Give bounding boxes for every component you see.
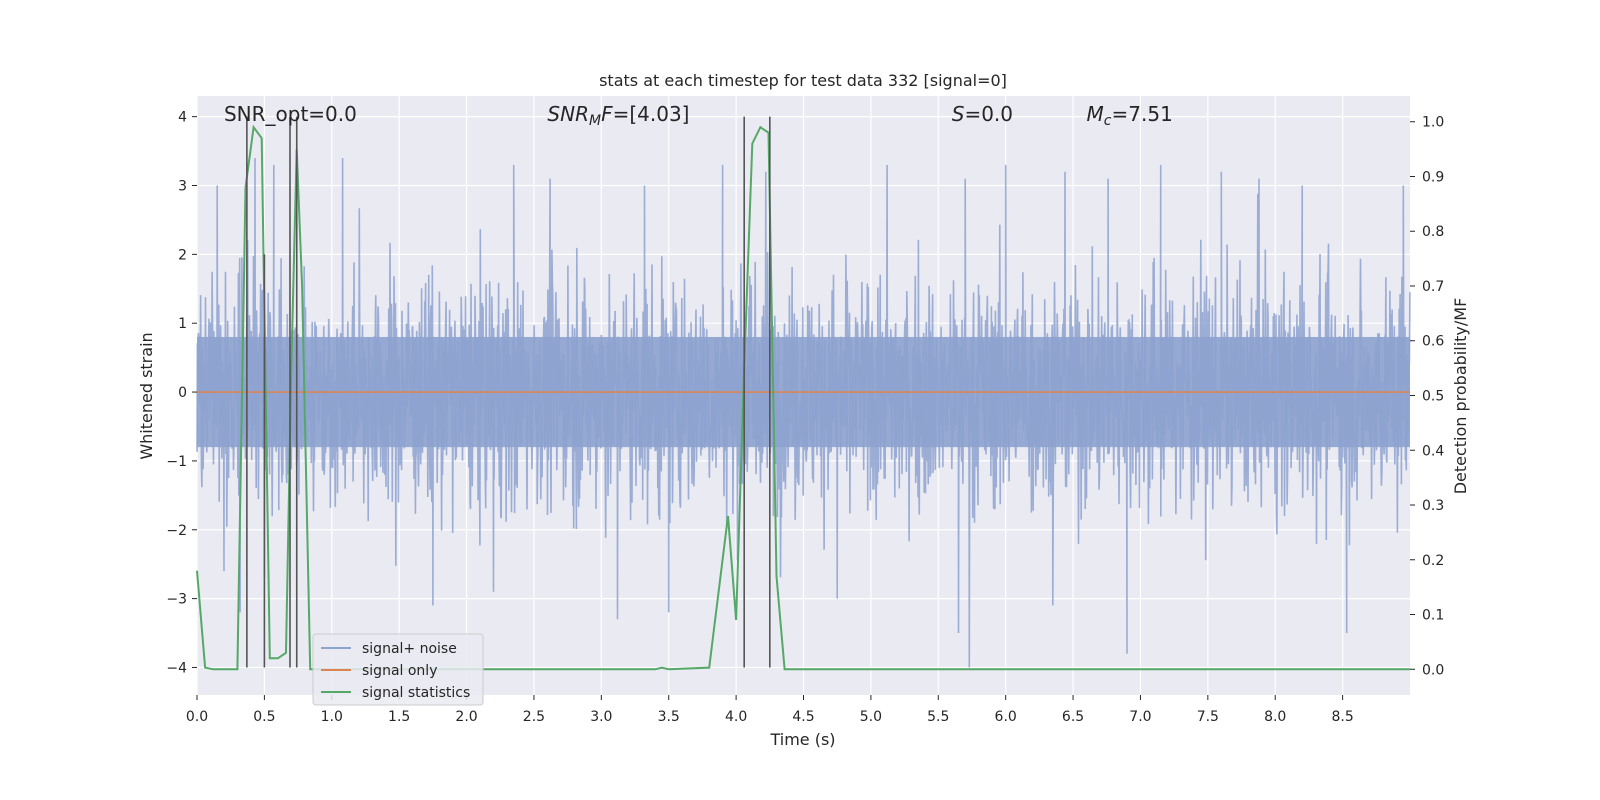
y-tick-label: 4 xyxy=(178,110,187,126)
legend-label: signal statistics xyxy=(362,685,470,701)
annotation-part: =[4.03] xyxy=(613,102,690,126)
y2-tick-label: 0.9 xyxy=(1422,169,1444,185)
y2-tick-label: 0.6 xyxy=(1422,334,1444,350)
x-tick-label: 6.5 xyxy=(1062,709,1084,725)
y2-axis-label: Detection probability/MF xyxy=(1451,298,1470,495)
x-tick-label: 4.5 xyxy=(792,709,814,725)
legend-label: signal only xyxy=(362,663,437,679)
chart-title: stats at each timestep for test data 332… xyxy=(599,71,1007,90)
y2-tick-label: 0.8 xyxy=(1422,224,1444,240)
annotation-text: SNR_opt=0.0 xyxy=(224,102,357,126)
annotation-text: SNRMF=[4.03] xyxy=(547,102,689,129)
legend: signal+ noise signal only signal statistic… xyxy=(312,633,484,706)
annotation-part: =0.0 xyxy=(964,102,1013,126)
annotation-part: M xyxy=(589,113,601,129)
y2-tick-label: 1.0 xyxy=(1422,115,1444,131)
x-tick-label: 2.5 xyxy=(523,709,545,725)
x-tick-label: 3.0 xyxy=(590,709,612,725)
y-tick-label: 1 xyxy=(178,316,187,332)
vertical-markers xyxy=(246,116,771,668)
x-tick-label: 8.0 xyxy=(1264,709,1286,725)
signal-statistics-line xyxy=(196,124,1410,671)
annotation-part: c xyxy=(1104,113,1112,129)
y-axis-label: Whitened strain xyxy=(137,332,156,459)
x-tick-label: 3.5 xyxy=(658,709,680,725)
annotation-part: SNR xyxy=(547,102,589,126)
annotation-text: S=0.0 xyxy=(952,102,1013,126)
annotation-part: S xyxy=(952,102,965,126)
x-axis-label: Time (s) xyxy=(769,730,835,749)
y-axis-ticks: 4 3 2 1 0 −1 −2 −3 −4 xyxy=(166,110,197,676)
y2-tick-label: 0.1 xyxy=(1422,608,1444,624)
x-tick-label: 7.0 xyxy=(1129,709,1151,725)
y-tick-label: 3 xyxy=(178,179,187,195)
x-tick-label: 5.0 xyxy=(860,709,882,725)
x-tick-label: 7.5 xyxy=(1197,709,1219,725)
x-tick-label: 6.0 xyxy=(995,709,1017,725)
x-tick-label: 5.5 xyxy=(927,709,949,725)
y-tick-label: −2 xyxy=(166,523,187,539)
x-tick-label: 8.5 xyxy=(1331,709,1353,725)
y-tick-label: −1 xyxy=(166,454,187,470)
annotation-text: Mc=7.51 xyxy=(1087,102,1173,129)
y2-tick-label: 0.5 xyxy=(1422,389,1444,405)
y2-tick-label: 0.4 xyxy=(1422,443,1444,459)
y2-tick-label: 0.2 xyxy=(1422,553,1444,569)
annotation-part: F xyxy=(601,102,613,126)
annotations: SNR_opt=0.0 SNRMF=[4.03] S=0.0 Mc=7.51 xyxy=(224,102,1173,129)
x-axis-ticks: 0.0 0.5 1.0 1.5 2.0 2.5 3.0 3.5 4.0 4.5 5.0 5.5 6.0 6… xyxy=(186,695,1354,725)
series-signal-statistics xyxy=(196,124,1410,671)
y-tick-label: −4 xyxy=(166,660,187,676)
annotation-part: M xyxy=(1087,102,1104,126)
y2-tick-label: 0.3 xyxy=(1422,498,1444,514)
legend-box xyxy=(312,633,484,706)
y-tick-label: 2 xyxy=(178,247,187,263)
y2-axis-ticks: 1.0 0.9 0.8 0.7 0.6 0.5 0.4 0.3 0.2 0.1 0.0 xyxy=(1410,115,1444,678)
x-tick-label: 1.0 xyxy=(321,709,343,725)
y2-tick-label: 0.7 xyxy=(1422,279,1444,295)
y-tick-label: −3 xyxy=(166,592,187,608)
x-tick-label: 1.5 xyxy=(388,709,410,725)
y2-tick-label: 0.0 xyxy=(1422,662,1444,678)
x-tick-label: 2.0 xyxy=(455,709,477,725)
x-tick-label: 4.0 xyxy=(725,709,747,725)
legend-label: signal+ noise xyxy=(362,641,457,657)
x-tick-label: 0.5 xyxy=(253,709,275,725)
y-tick-label: 0 xyxy=(178,385,187,401)
x-tick-label: 0.0 xyxy=(186,709,208,725)
annotation-part: =7.51 xyxy=(1112,102,1173,126)
